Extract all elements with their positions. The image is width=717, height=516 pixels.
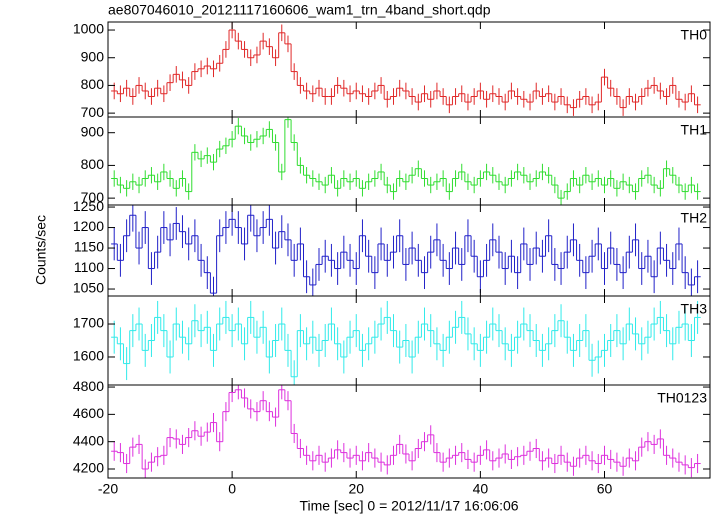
y-tick-label: 1700	[73, 315, 104, 331]
y-tick-label: 800	[81, 156, 105, 172]
panel-label: TH2	[681, 210, 708, 226]
panel-label: TH0	[681, 27, 708, 43]
x-axis-label: Time [sec] 0 = 2012/11/17 16:06:06	[299, 498, 518, 514]
y-tick-label: 4200	[73, 460, 104, 476]
y-tick-label: 900	[81, 123, 105, 139]
y-tick-label: 900	[81, 48, 105, 64]
panel	[111, 117, 701, 205]
panel-frame	[107, 116, 711, 206]
panel	[111, 385, 701, 478]
y-tick-label: 700	[81, 189, 105, 205]
y-axis-label: Counts/sec	[33, 215, 49, 285]
y-tick-label: 800	[81, 76, 105, 92]
y-tick-label: 1600	[73, 348, 104, 364]
y-tick-label: 1100	[74, 259, 104, 275]
y-tick-label: 700	[81, 104, 105, 120]
y-tick-label: 1200	[73, 218, 104, 234]
y-tick-label: 1000	[73, 21, 104, 37]
panel-label: TH0123	[657, 390, 707, 406]
x-tick-label: 20	[348, 481, 364, 497]
x-tick-label: 0	[228, 481, 236, 497]
panel	[111, 22, 701, 116]
y-tick-label: 4800	[73, 378, 104, 394]
panel-frame	[107, 384, 711, 479]
y-tick-label: 4400	[73, 432, 104, 448]
y-tick-label: 4600	[73, 405, 104, 421]
x-tick-label: 60	[597, 481, 613, 497]
panel-label: TH1	[681, 122, 708, 138]
y-tick-label: 1050	[73, 280, 104, 296]
panel	[111, 205, 701, 296]
x-tick-label: -20	[98, 481, 118, 497]
panel	[111, 300, 701, 385]
panel-label: TH3	[681, 301, 708, 317]
y-tick-label: 1250	[73, 198, 104, 214]
y-tick-label: 1150	[74, 239, 104, 255]
chart-title: ae807046010_20121117160606_wam1_trn_4ban…	[108, 2, 491, 18]
x-tick-label: 40	[473, 481, 489, 497]
